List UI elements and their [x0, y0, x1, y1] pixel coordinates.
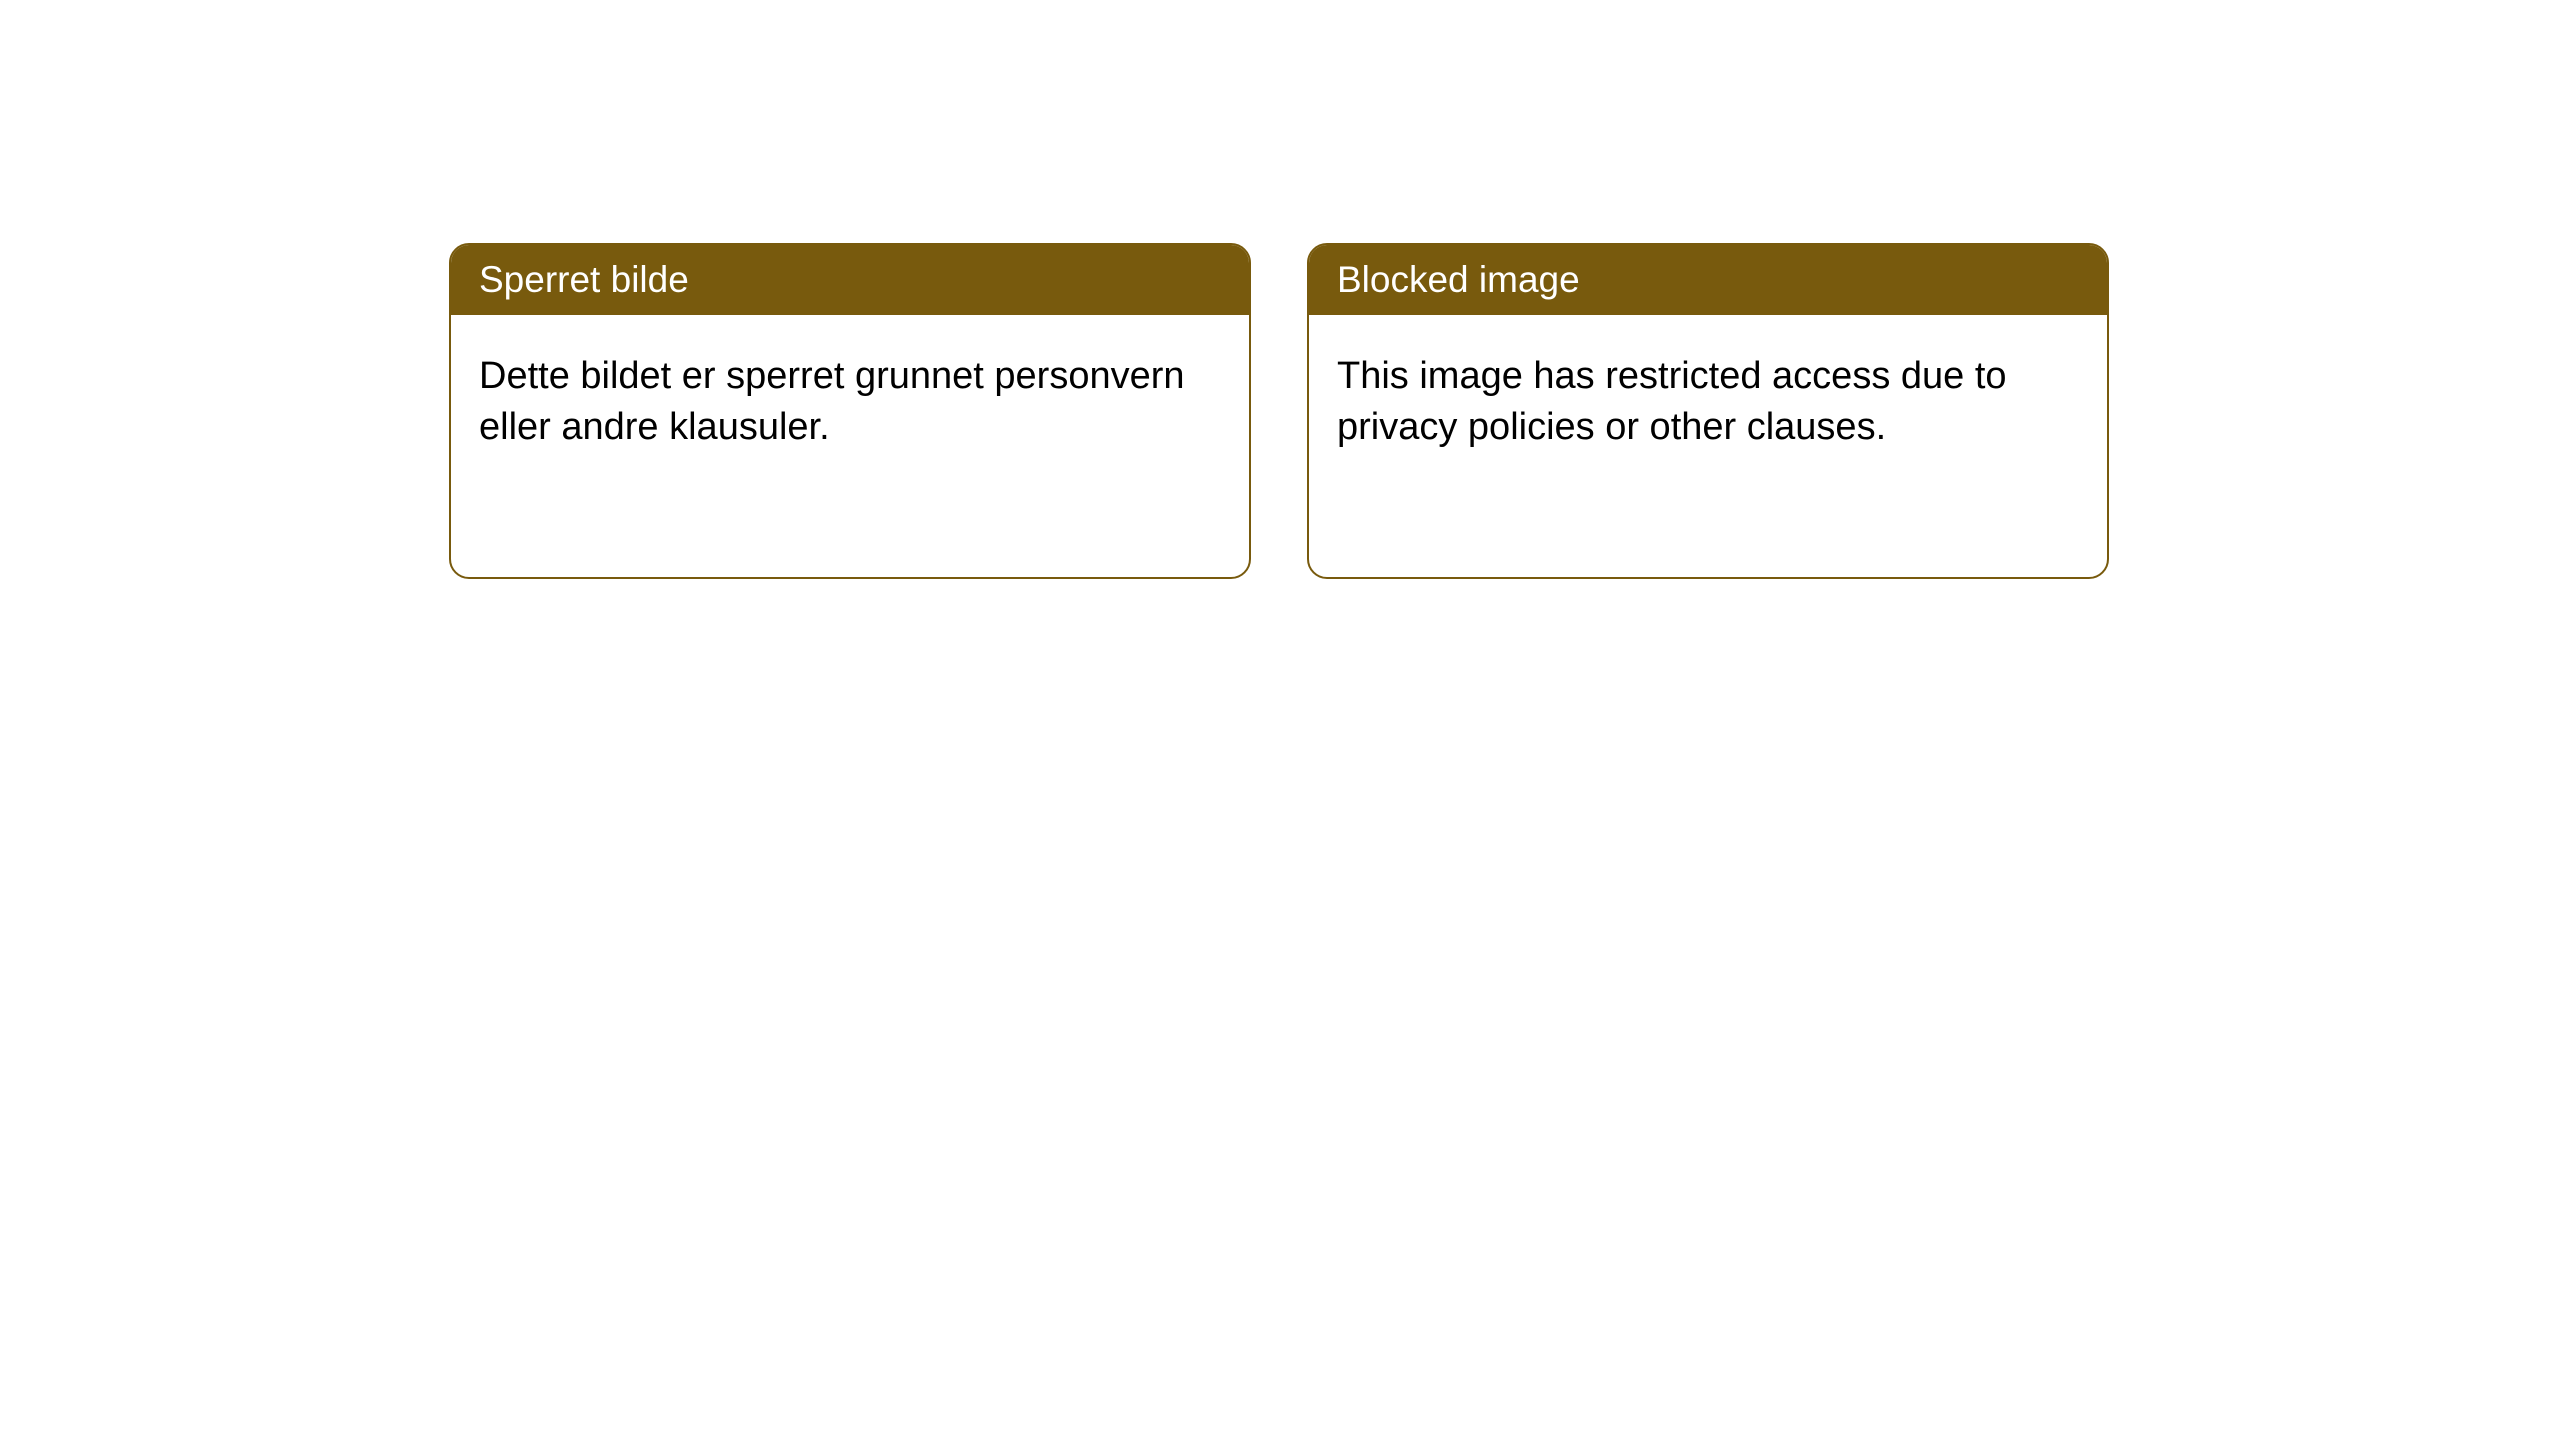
notice-cards-container: Sperret bilde Dette bildet er sperret gr…: [449, 243, 2109, 579]
card-body: This image has restricted access due to …: [1309, 315, 2107, 490]
card-title: Sperret bilde: [479, 259, 689, 300]
notice-card-english: Blocked image This image has restricted …: [1307, 243, 2109, 579]
card-body-text: This image has restricted access due to …: [1337, 355, 2007, 448]
card-header: Blocked image: [1309, 245, 2107, 315]
card-body-text: Dette bildet er sperret grunnet personve…: [479, 355, 1185, 448]
notice-card-norwegian: Sperret bilde Dette bildet er sperret gr…: [449, 243, 1251, 579]
card-body: Dette bildet er sperret grunnet personve…: [451, 315, 1249, 490]
card-title: Blocked image: [1337, 259, 1580, 300]
card-header: Sperret bilde: [451, 245, 1249, 315]
